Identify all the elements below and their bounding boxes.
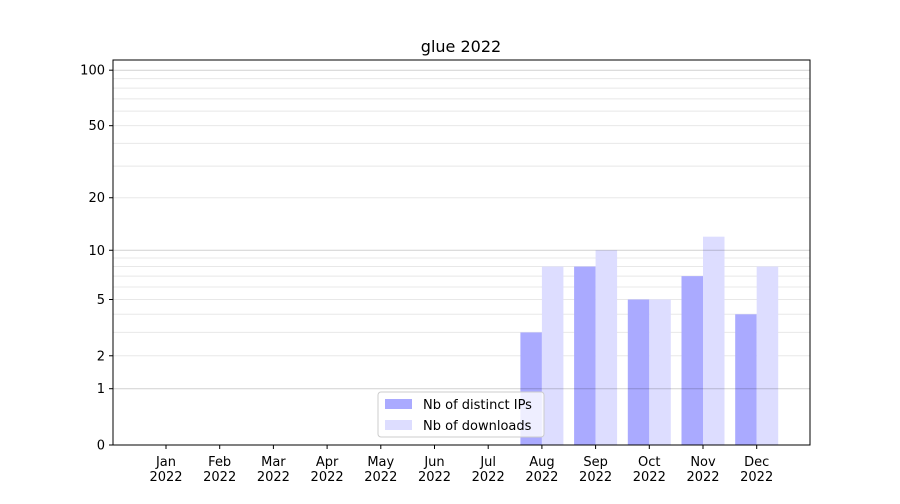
x-tick-label: 2022 — [203, 470, 236, 485]
plot-frame — [112, 59, 811, 446]
x-tick-label: Apr — [316, 455, 339, 470]
bar-downloads — [649, 299, 671, 445]
x-tick-label: Sep — [583, 455, 608, 470]
y-tick-label: 10 — [88, 244, 105, 259]
bar-downloads — [703, 236, 725, 445]
x-tick-label: Mar — [261, 455, 286, 470]
y-tick-label: 5 — [97, 293, 105, 308]
bar-distinct-ips — [681, 276, 703, 445]
bar-downloads — [541, 266, 564, 445]
x-tick-label: 2022 — [418, 470, 451, 485]
bar-downloads — [756, 266, 779, 445]
x-tick-label: Nov — [690, 455, 716, 470]
x-tick-label: Jun — [423, 455, 444, 470]
x-tick-label: 2022 — [311, 470, 344, 485]
x-tick-label: 2022 — [257, 470, 290, 485]
x-tick-label: May — [367, 455, 394, 470]
legend-swatch-downloads — [385, 420, 412, 430]
legend-swatch-ips — [385, 399, 412, 409]
x-tick-label: Dec — [744, 455, 769, 470]
legend: Nb of distinct IPs Nb of downloads — [377, 391, 545, 438]
chart-title: glue 2022 — [421, 37, 501, 56]
bar-distinct-ips — [735, 314, 757, 445]
legend-label-ips: Nb of distinct IPs — [423, 398, 532, 413]
x-tick-label: 2022 — [472, 470, 505, 485]
x-tick-label: 2022 — [579, 470, 612, 485]
x-tick-label: 2022 — [740, 470, 773, 485]
legend-label-downloads: Nb of downloads — [423, 419, 532, 434]
x-tick-label: 2022 — [633, 470, 666, 485]
x-tick-label: 2022 — [686, 470, 719, 485]
x-tick-label: Aug — [529, 455, 554, 470]
y-tick-label: 0 — [97, 439, 105, 454]
bar-distinct-ips — [574, 266, 596, 445]
x-tick-label: 2022 — [364, 470, 397, 485]
x-tick-label: 2022 — [525, 470, 558, 485]
bar-distinct-ips — [627, 299, 650, 445]
y-tick-label: 2 — [97, 349, 105, 364]
y-tick-label: 1 — [97, 382, 105, 397]
x-tick-label: Jan — [155, 455, 176, 470]
x-tick-label: Feb — [208, 455, 231, 470]
y-tick-label: 50 — [88, 119, 105, 134]
bar-downloads — [595, 250, 618, 445]
x-tick-label: Oct — [638, 455, 660, 470]
x-tick-label: Jul — [479, 455, 496, 470]
y-tick-label: 100 — [80, 64, 105, 79]
y-tick-label: 20 — [88, 191, 105, 206]
x-tick-label: 2022 — [149, 470, 182, 485]
